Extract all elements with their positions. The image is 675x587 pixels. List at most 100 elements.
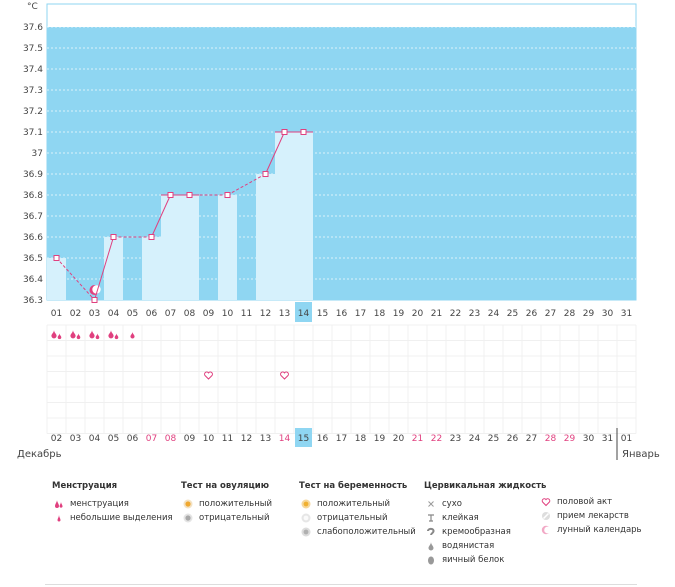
legend-item-ovulation-positive: положительный <box>181 497 272 511</box>
cycle-day-label: 21 <box>431 309 442 319</box>
legend-item-watery: водянистая <box>424 539 546 553</box>
temperature-point <box>167 192 174 198</box>
date-label: 17 <box>336 434 347 444</box>
date-label: 14 <box>279 434 291 444</box>
ovulation-positive-icon <box>183 499 193 509</box>
date-label: 02 <box>51 434 62 444</box>
y-tick-label: 36.8 <box>23 191 43 201</box>
date-label: 27 <box>526 434 537 444</box>
cycle-day-label: 01 <box>51 309 62 319</box>
date-label: 24 <box>469 434 481 444</box>
menstruation-drop-icon <box>76 333 81 340</box>
legend-label: сухо <box>442 499 462 509</box>
date-label: 13 <box>260 434 271 444</box>
legend-label: отрицательный <box>199 513 270 523</box>
legend-label: отрицательный <box>317 513 388 523</box>
menstruation-drop-icon <box>57 333 62 340</box>
y-tick-label: 36.3 <box>23 296 43 306</box>
bbt-chart: °С 37.6 37.5 37.4 37.3 37.2 37.1 37 36.9 36.8 36.7… <box>17 2 660 460</box>
menstruation-drop-icon <box>95 333 100 340</box>
y-tick-label: 36.5 <box>23 254 43 264</box>
pregnancy-positive-icon <box>301 499 311 509</box>
menstruation-drop-icon <box>70 330 76 339</box>
temperature-point <box>224 192 231 198</box>
date-label: 06 <box>127 434 139 444</box>
sticky-icon <box>428 514 434 522</box>
cycle-day-label: 17 <box>355 309 366 319</box>
date-label: 26 <box>507 434 519 444</box>
y-unit-label: °С <box>27 2 38 12</box>
cycle-day-label: 04 <box>108 309 120 319</box>
legend-title-cervical: Цервикальная жидкость <box>424 481 547 491</box>
temperature-line-segment <box>227 173 266 196</box>
temperature-line <box>53 129 313 303</box>
pregnancy-negative-icon <box>301 513 311 523</box>
legend-label: положительный <box>317 499 390 509</box>
cycle-day-label: 10 <box>222 309 234 319</box>
symptom-grid <box>46 324 637 434</box>
date-label: 20 <box>393 434 405 444</box>
legend-item-medication: прием лекарств <box>539 509 642 523</box>
legend-label: клейкая <box>442 513 479 523</box>
legend-item-egg-white: яичный белок <box>424 553 546 567</box>
date-label: 18 <box>355 434 367 444</box>
current-cycle-day-highlight <box>295 302 312 322</box>
cycle-day-label: 14 <box>298 309 310 319</box>
month-end-label: Январь <box>622 449 660 460</box>
date-label: 23 <box>450 434 461 444</box>
cycle-day-label: 06 <box>146 309 158 319</box>
temperature-point <box>186 192 193 198</box>
y-tick-label: 37.6 <box>23 23 43 33</box>
date-label: 30 <box>583 434 595 444</box>
temperature-bar <box>142 237 161 300</box>
menstruation-drop-icon <box>55 500 63 508</box>
menstruation-drop-icon <box>108 330 114 339</box>
pregnancy-weak-icon <box>301 527 311 537</box>
moon-icon <box>541 525 551 535</box>
legend-label: слабоположительный <box>317 527 416 537</box>
cycle-day-label: 07 <box>165 309 176 319</box>
temperature-bar <box>218 195 237 300</box>
heart-icon <box>204 371 213 380</box>
y-tick-label: 37 <box>32 149 43 159</box>
cycle-day-label: 27 <box>545 309 556 319</box>
date-label: 01 <box>621 434 632 444</box>
legend-cervical: Цервикальная жидкость сухо клейкая кремо… <box>424 481 546 567</box>
cycle-day-label: 02 <box>70 309 81 319</box>
date-label: 16 <box>317 434 329 444</box>
menstruation-drop-icon <box>114 333 119 340</box>
y-tick-label: 37.4 <box>23 65 43 75</box>
legend-item-menstruation: менструация <box>52 497 173 511</box>
plot-area <box>46 3 637 301</box>
temperature-point <box>53 255 60 261</box>
cycle-day-label: 26 <box>526 309 538 319</box>
cycle-day-label: 18 <box>374 309 386 319</box>
cycle-day-label: 30 <box>602 309 614 319</box>
date-label: 04 <box>89 434 101 444</box>
temperature-bar <box>47 258 66 300</box>
legend-label: половой акт <box>557 497 613 507</box>
date-label: 09 <box>184 434 196 444</box>
cycle-day-label: 03 <box>89 309 100 319</box>
temperature-point <box>300 129 307 135</box>
cycle-day-label: 23 <box>469 309 480 319</box>
y-tick-label: 36.7 <box>23 212 43 222</box>
y-tick-label: 36.9 <box>23 170 43 180</box>
heart-icon <box>280 371 289 380</box>
legend-label: небольшие выделения <box>70 513 173 523</box>
dry-cross-icon <box>428 501 434 507</box>
y-tick-label: 37.3 <box>23 86 43 96</box>
temperature-bars <box>47 132 313 300</box>
legend-menstruation: Менструация менструация небольшие выделе… <box>52 481 173 525</box>
cycle-day-label: 31 <box>621 309 632 319</box>
pill-icon <box>542 512 550 520</box>
legend-label: яичный белок <box>442 555 505 565</box>
legend-label: водянистая <box>442 541 495 551</box>
date-label: 07 <box>146 434 157 444</box>
current-date-highlight <box>295 428 312 447</box>
date-label: 21 <box>412 434 423 444</box>
legend-item-sticky: клейкая <box>424 511 546 525</box>
date-label: 25 <box>488 434 499 444</box>
cycle-day-label: 08 <box>184 309 196 319</box>
date-label: 31 <box>602 434 613 444</box>
